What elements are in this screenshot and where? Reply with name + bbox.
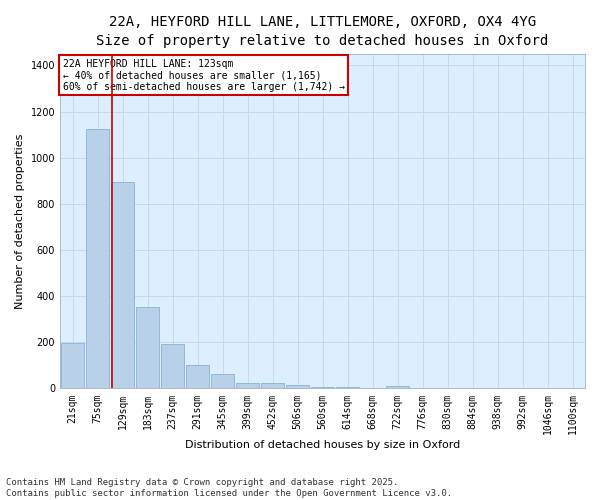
Text: Contains HM Land Registry data © Crown copyright and database right 2025.
Contai: Contains HM Land Registry data © Crown c… <box>6 478 452 498</box>
Bar <box>211 374 234 388</box>
Bar <box>236 382 259 388</box>
Title: 22A, HEYFORD HILL LANE, LITTLEMORE, OXFORD, OX4 4YG
Size of property relative to: 22A, HEYFORD HILL LANE, LITTLEMORE, OXFO… <box>97 15 548 48</box>
Text: 22A HEYFORD HILL LANE: 123sqm
← 40% of detached houses are smaller (1,165)
60% o: 22A HEYFORD HILL LANE: 123sqm ← 40% of d… <box>62 59 344 92</box>
Bar <box>111 182 134 388</box>
Bar <box>286 385 309 388</box>
Bar <box>86 129 109 388</box>
Bar <box>186 366 209 388</box>
Bar <box>61 344 84 388</box>
Bar <box>261 384 284 388</box>
Bar <box>311 386 334 388</box>
Y-axis label: Number of detached properties: Number of detached properties <box>15 134 25 309</box>
Bar <box>136 307 159 388</box>
Bar <box>386 386 409 388</box>
X-axis label: Distribution of detached houses by size in Oxford: Distribution of detached houses by size … <box>185 440 460 450</box>
Bar <box>161 344 184 389</box>
